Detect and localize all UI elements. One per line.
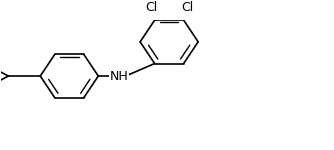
Text: Cl: Cl — [181, 1, 193, 14]
Text: NH: NH — [110, 70, 128, 83]
Text: Cl: Cl — [145, 1, 157, 14]
